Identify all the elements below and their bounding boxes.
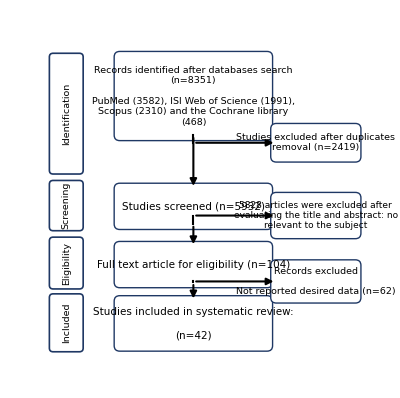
Text: Eligibility: Eligibility <box>62 242 71 285</box>
FancyBboxPatch shape <box>49 294 83 352</box>
FancyBboxPatch shape <box>114 183 272 230</box>
FancyBboxPatch shape <box>271 192 361 239</box>
Text: 5828 articles were excluded after
evaluating the title and abstract: no
relevant: 5828 articles were excluded after evalua… <box>234 201 398 230</box>
FancyBboxPatch shape <box>114 296 272 351</box>
FancyBboxPatch shape <box>114 51 272 140</box>
Text: Records identified after databases search
(n=8351)

PubMed (3582), ISI Web of Sc: Records identified after databases searc… <box>92 66 295 127</box>
Text: Full text article for eligibility (n=104): Full text article for eligibility (n=104… <box>97 259 290 269</box>
FancyBboxPatch shape <box>271 123 361 162</box>
Text: Records excluded

Not reported desired data (n=62): Records excluded Not reported desired da… <box>236 267 396 297</box>
Text: Studies excluded after duplicates
removal (n=2419): Studies excluded after duplicates remova… <box>236 133 395 152</box>
FancyBboxPatch shape <box>49 180 83 231</box>
Text: Screening: Screening <box>62 182 71 229</box>
Text: Identification: Identification <box>62 82 71 145</box>
FancyBboxPatch shape <box>114 242 272 288</box>
FancyBboxPatch shape <box>49 237 83 289</box>
FancyBboxPatch shape <box>271 260 361 303</box>
Text: Included: Included <box>62 302 71 343</box>
Text: Studies screened (n=5932): Studies screened (n=5932) <box>122 201 265 211</box>
FancyBboxPatch shape <box>49 53 83 174</box>
Text: Studies included in systematic review:

(n=42): Studies included in systematic review: (… <box>93 307 294 340</box>
